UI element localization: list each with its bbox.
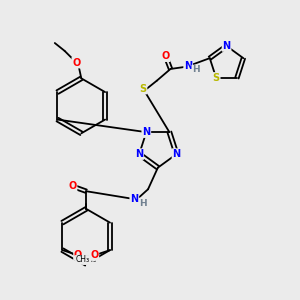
- Text: N: N: [223, 41, 231, 51]
- Text: CH₃: CH₃: [83, 255, 97, 264]
- Text: H: H: [139, 199, 147, 208]
- Text: N: N: [172, 149, 181, 159]
- Text: N: N: [142, 127, 150, 137]
- Text: O: O: [90, 250, 98, 260]
- Text: O: O: [68, 181, 76, 191]
- Text: O: O: [161, 51, 170, 61]
- Text: O: O: [72, 58, 80, 68]
- Text: N: N: [184, 61, 192, 71]
- Text: O: O: [74, 250, 82, 260]
- Text: CH₃: CH₃: [76, 255, 90, 264]
- Text: H: H: [192, 65, 200, 74]
- Text: S: S: [213, 73, 220, 83]
- Text: N: N: [135, 149, 143, 159]
- Text: N: N: [130, 194, 138, 204]
- Text: S: S: [140, 84, 147, 94]
